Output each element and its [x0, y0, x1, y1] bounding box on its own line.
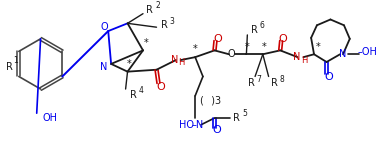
Text: (: ( — [199, 96, 203, 106]
Text: N: N — [171, 55, 178, 65]
Text: OH: OH — [43, 113, 58, 123]
Text: 2: 2 — [155, 2, 160, 10]
Text: 4: 4 — [139, 86, 144, 95]
Text: 8: 8 — [280, 75, 285, 84]
Text: *: * — [144, 38, 148, 48]
Text: N: N — [293, 52, 300, 62]
Text: O: O — [212, 125, 221, 135]
Text: R: R — [248, 78, 255, 88]
Text: R: R — [233, 113, 240, 123]
Text: *: * — [193, 44, 198, 54]
Text: H: H — [178, 58, 185, 68]
Text: )3: )3 — [205, 96, 221, 106]
Text: 6: 6 — [259, 21, 264, 30]
Text: N: N — [339, 49, 347, 59]
Text: 5: 5 — [242, 109, 247, 118]
Text: O: O — [156, 82, 165, 92]
Text: HO: HO — [179, 120, 194, 130]
Text: *: * — [127, 59, 132, 69]
Text: O: O — [101, 22, 108, 32]
Text: R: R — [146, 5, 153, 15]
Text: 1: 1 — [13, 56, 18, 64]
Text: –N: –N — [192, 120, 204, 130]
Text: R: R — [130, 90, 137, 100]
Text: R: R — [161, 20, 168, 30]
Text: *: * — [262, 42, 266, 52]
Text: 7: 7 — [257, 75, 261, 84]
Text: R: R — [251, 25, 257, 35]
Text: O: O — [324, 72, 333, 83]
Text: H: H — [301, 56, 308, 64]
Text: –OH: –OH — [358, 47, 377, 57]
Text: O: O — [213, 34, 222, 44]
Text: O: O — [279, 34, 288, 44]
Text: *: * — [316, 42, 320, 52]
Text: N: N — [100, 62, 107, 72]
Text: 3: 3 — [170, 17, 174, 26]
Text: R: R — [6, 62, 13, 72]
Text: *: * — [245, 42, 250, 52]
Text: O: O — [227, 49, 235, 59]
Text: R: R — [271, 78, 278, 88]
